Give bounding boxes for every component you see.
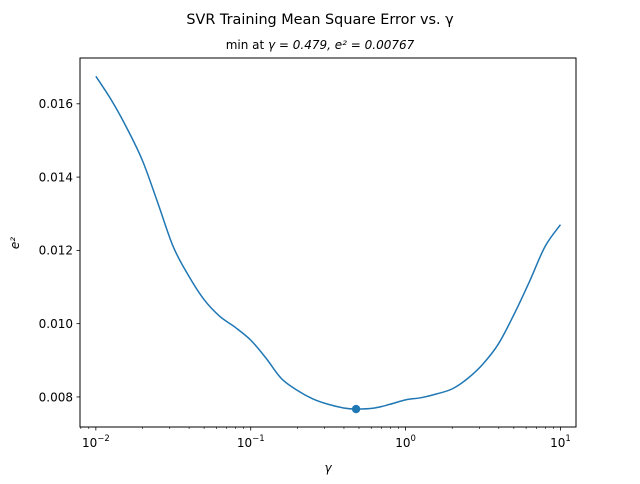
x-tick-label: 101 [550, 434, 571, 450]
chart-title: SVR Training Mean Square Error vs. γ [186, 12, 454, 28]
subtitle-math-1: γ = 0.479, [268, 38, 335, 52]
min-point-marker [351, 404, 361, 414]
y-tick-label: 0.008 [39, 390, 73, 404]
y-tick-label: 0.016 [39, 97, 73, 111]
x-axis-label: γ [324, 461, 332, 475]
x-tick-label: 10−2 [82, 434, 110, 450]
subtitle-math-2: e² = 0.00767 [335, 38, 415, 52]
y-axis-ticks: 0.008 0.010 0.012 0.014 0.016 [39, 97, 80, 404]
x-tick-label: 10−1 [237, 434, 265, 450]
chart-subtitle: min at γ = 0.479, e² = 0.00767 [226, 38, 415, 52]
x-tick-label: 100 [395, 434, 416, 450]
y-tick-label: 0.010 [39, 317, 73, 331]
y-axis-label: e² [8, 237, 22, 249]
subtitle-prefix: min at [226, 38, 268, 52]
series-line [95, 75, 562, 410]
plot-area [95, 75, 562, 414]
axes-frame [79, 57, 577, 428]
y-tick-label: 0.012 [39, 244, 73, 258]
y-tick-label: 0.014 [39, 170, 73, 184]
x-axis-ticks: 10−2 10−1 100 101 [80, 427, 571, 450]
